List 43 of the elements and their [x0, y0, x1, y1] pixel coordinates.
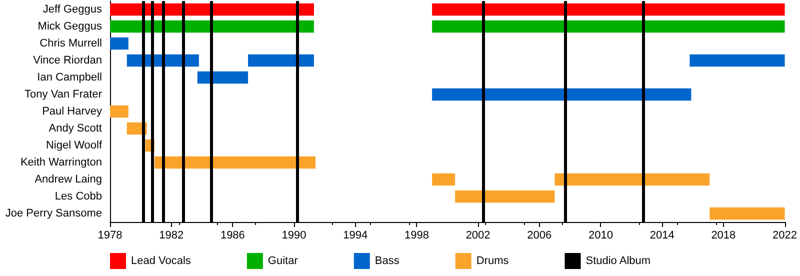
x-tick-label: 1994: [343, 230, 368, 242]
legend-label: Studio Album: [586, 255, 651, 267]
y-tick-label: Mick Geggus: [38, 20, 102, 32]
x-tick-label: 1990: [282, 230, 306, 242]
y-tick-label: Joe Perry Sansome: [5, 208, 102, 220]
y-tick-label: Nigel Woolf: [46, 140, 103, 152]
y-tick-label: Les Cobb: [54, 190, 102, 202]
y-tick-label: Paul Harvey: [42, 106, 102, 118]
bar: [554, 173, 710, 186]
y-tick-label: Tony Van Frater: [24, 88, 102, 100]
y-tick-label: Keith Warrington: [20, 156, 102, 168]
x-tick-label: 2022: [772, 230, 798, 242]
x-tick-label: 2002: [466, 230, 490, 242]
y-tick-label: Andy Scott: [48, 122, 102, 134]
bar: [248, 54, 314, 67]
bar: [710, 207, 785, 220]
y-tick-label: Chris Murrell: [40, 38, 102, 50]
bar: [432, 88, 692, 101]
bar: [197, 71, 248, 84]
y-tick-label: Andrew Laing: [34, 174, 102, 186]
x-tick-label: 1982: [159, 230, 184, 242]
y-tick-label: Vince Riordan: [33, 54, 102, 66]
legend-label: Bass: [374, 255, 400, 267]
legend-label: Lead Vocals: [131, 255, 192, 267]
x-tick-label: 2018: [711, 230, 736, 242]
bar: [154, 156, 316, 169]
legend-label: Guitar: [268, 255, 298, 267]
bar: [432, 3, 785, 16]
x-tick-label: 1998: [404, 230, 429, 242]
y-tick-label: Ian Campbell: [37, 72, 102, 84]
bar: [432, 20, 785, 33]
x-tick-label: 2006: [527, 230, 552, 242]
x-tick-label: 2010: [588, 230, 613, 242]
bar: [432, 173, 456, 186]
x-tick-label: 1986: [220, 230, 245, 242]
bar: [690, 54, 785, 67]
y-tick-label: Jeff Geggus: [42, 4, 102, 16]
bar: [455, 190, 555, 203]
bar: [110, 37, 128, 50]
x-tick-label: 1978: [98, 230, 122, 242]
legend-label: Drums: [476, 255, 510, 267]
bar: [110, 105, 128, 118]
x-tick-label: 2014: [650, 230, 674, 242]
